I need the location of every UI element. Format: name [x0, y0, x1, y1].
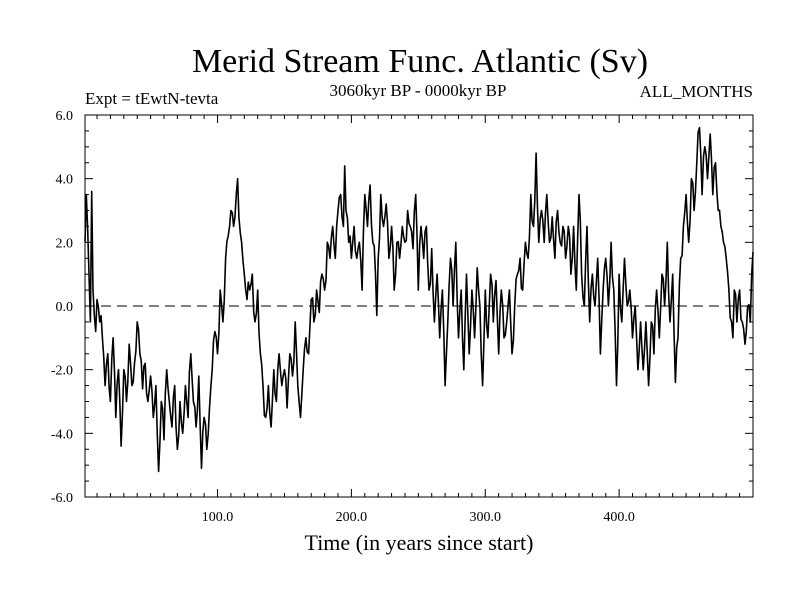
x-tick-label: 100.0	[202, 510, 234, 525]
data-line	[84, 126, 754, 473]
y-ticks	[85, 114, 753, 498]
x-tick-label: 200.0	[336, 510, 368, 525]
chart-title: Merid Stream Func. Atlantic (Sv)	[192, 43, 648, 80]
plot-frame	[84, 114, 754, 498]
x-tick-label: 400.0	[603, 510, 635, 525]
y-tick-label: -4.0	[51, 427, 73, 442]
y-tick-label: 6.0	[56, 109, 74, 124]
season-label: ALL_MONTHS	[640, 82, 753, 101]
x-tick-label: 300.0	[470, 510, 502, 525]
y-tick-label: -6.0	[51, 491, 73, 506]
x-tick-labels: 100.0 200.0 300.0 400.0	[202, 510, 635, 525]
y-tick-label: 4.0	[56, 173, 74, 188]
x-axis-label: Time (in years since start)	[305, 530, 534, 555]
y-tick-labels: -6.0 -4.0 -2.0 0.0 2.0 4.0 6.0	[51, 109, 73, 506]
y-tick-label: 2.0	[56, 236, 74, 251]
experiment-label: Expt = tEwtN-tevta	[85, 89, 219, 108]
y-tick-label: -2.0	[51, 364, 73, 379]
y-tick-label: 0.0	[56, 300, 74, 315]
x-ticks	[96, 115, 741, 497]
time-range-label: 3060kyr BP - 0000kyr BP	[330, 81, 507, 100]
